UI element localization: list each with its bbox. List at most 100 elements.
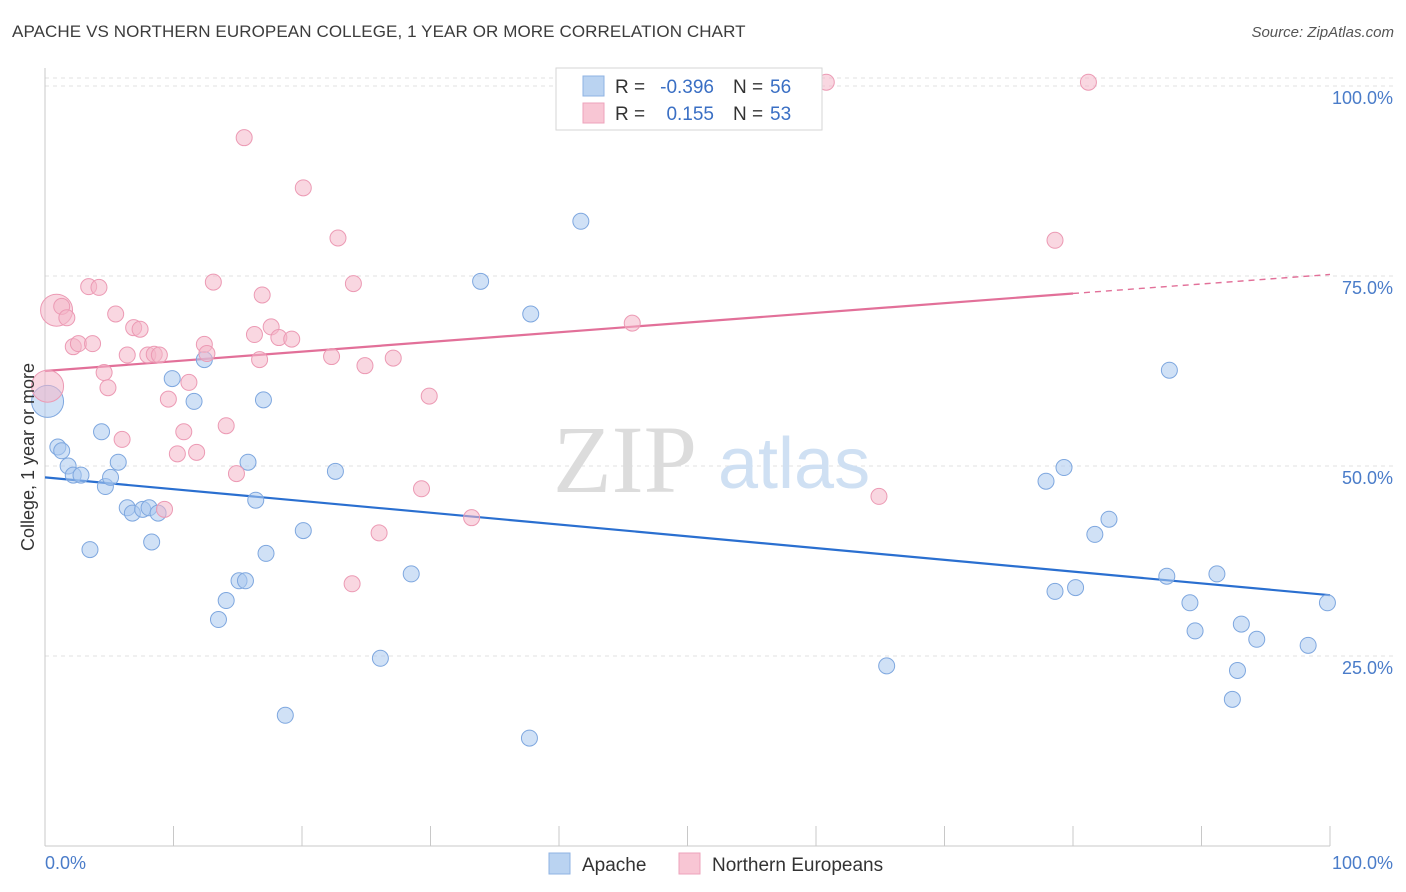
stats-swatch-apache: [582, 75, 605, 97]
stats-r-label-northern: R =: [615, 104, 645, 125]
x-tick-label-max: 100.0%: [1332, 853, 1393, 873]
x-tick-label-min: 0.0%: [45, 853, 86, 873]
watermark: ZIP atlas: [553, 406, 870, 513]
northern-point-15: [131, 320, 149, 338]
legend-label-northern: Northern Europeans: [712, 855, 883, 876]
apache-point-6: [81, 541, 99, 559]
apache-point-45: [1160, 361, 1178, 379]
apache-point-36: [572, 212, 590, 230]
northern-point-31: [245, 326, 263, 344]
stats-n-value-apache: 56: [770, 77, 791, 98]
apache-point-52: [1248, 630, 1266, 648]
apache-point-29: [294, 522, 312, 540]
northern-point-42: [356, 357, 374, 375]
stats-n-label-apache: N =: [733, 77, 763, 98]
chart-source: Source: ZipAtlas.com: [1251, 24, 1394, 41]
apache-point-43: [1100, 510, 1118, 528]
northern-point-10: [99, 379, 117, 397]
legend-swatch-apache: [548, 852, 571, 875]
northern-point-5: [69, 335, 87, 353]
apache-point-5: [72, 466, 90, 484]
chart-title: APACHE VS NORTHERN EUROPEAN COLLEGE, 1 Y…: [12, 22, 746, 41]
apache-point-44: [1158, 567, 1176, 585]
watermark-atlas: atlas: [718, 424, 870, 504]
watermark-zip: ZIP: [553, 406, 697, 513]
legend-label-apache: Apache: [582, 855, 646, 876]
northern-point-29: [227, 465, 245, 483]
apache-point-30: [326, 462, 344, 480]
apache-point-50: [1228, 661, 1246, 679]
apache-point-40: [1055, 459, 1073, 477]
northern-point-20: [159, 390, 177, 408]
northern-point-9: [95, 364, 113, 382]
northern-trend-line: [44, 292, 1074, 373]
stats-n-label-northern: N =: [733, 104, 763, 125]
stats-r-value-apache: -0.396: [660, 77, 714, 98]
northern-point-51: [1046, 231, 1064, 249]
data-points: [31, 73, 1336, 747]
northern-point-11: [107, 305, 125, 323]
legend-swatch-northern: [678, 852, 701, 875]
northern-point-30: [235, 129, 253, 147]
northern-point-52: [1079, 73, 1097, 91]
apache-point-51: [1232, 615, 1250, 633]
apache-point-21: [217, 592, 235, 610]
apache-point-46: [1181, 594, 1199, 612]
apache-point-28: [276, 706, 294, 724]
apache-point-10: [109, 453, 127, 471]
northern-point-13: [118, 346, 136, 364]
stats-r-value-northern: 0.155: [666, 104, 714, 125]
stats-swatch-northern: [582, 102, 605, 124]
northern-trend-line-extension: [1072, 273, 1331, 295]
y-tick-label-50: 50.0%: [1342, 468, 1393, 488]
apache-point-38: [1037, 472, 1055, 490]
northern-point-43: [370, 524, 388, 542]
stats-legend: R = -0.396 N = 56 R = 0.155 N = 53: [555, 67, 823, 131]
apache-point-42: [1086, 525, 1104, 543]
apache-point-53: [1299, 636, 1317, 654]
apache-point-20: [209, 611, 227, 629]
apache-point-26: [254, 391, 272, 409]
series-legend: Apache Northern Europeans: [548, 852, 883, 876]
apache-point-18: [185, 392, 203, 410]
northern-point-48: [623, 314, 641, 332]
apache-point-39: [1046, 582, 1064, 600]
northern-point-32: [251, 351, 269, 369]
apache-point-54: [1318, 594, 1336, 612]
apache-point-47: [1186, 622, 1204, 640]
apache-point-25: [247, 491, 265, 509]
northern-point-23: [180, 373, 198, 391]
northern-point-19: [156, 500, 174, 518]
northern-point-38: [323, 348, 341, 366]
apache-point-48: [1208, 565, 1226, 583]
apache-point-15: [143, 533, 161, 551]
apache-point-2: [53, 442, 71, 460]
y-tick-labels: 25.0% 50.0% 75.0% 100.0%: [1332, 88, 1393, 678]
stats-r-label-apache: R =: [615, 77, 645, 98]
apache-point-27: [257, 544, 275, 562]
apache-point-9: [102, 468, 120, 486]
apache-point-7: [93, 423, 111, 441]
northern-point-41: [344, 275, 362, 293]
apache-point-35: [522, 305, 540, 323]
apache-point-17: [163, 370, 181, 388]
apache-point-24: [239, 453, 257, 471]
northern-point-18: [150, 346, 168, 364]
apache-point-34: [520, 729, 538, 747]
northern-point-28: [217, 417, 235, 435]
apache-point-32: [402, 565, 420, 583]
apache-point-37: [878, 657, 896, 675]
x-ticks: [173, 826, 1331, 846]
northern-point-8: [90, 278, 108, 296]
apache-point-41: [1067, 579, 1085, 597]
northern-point-33: [253, 286, 271, 304]
y-tick-label-100: 100.0%: [1332, 88, 1393, 108]
northern-point-46: [420, 387, 438, 405]
northern-point-50: [870, 487, 888, 505]
northern-point-44: [384, 349, 402, 367]
y-tick-label-25: 25.0%: [1342, 658, 1393, 678]
northern-point-47: [463, 509, 481, 527]
northern-point-40: [343, 575, 361, 593]
gridlines: [45, 77, 1393, 657]
